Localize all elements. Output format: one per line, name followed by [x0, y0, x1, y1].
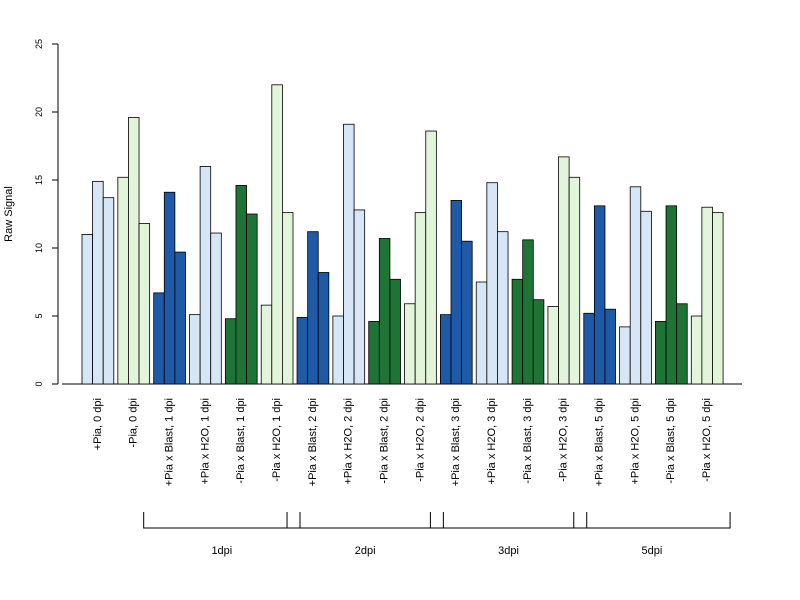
- bar: [343, 123, 355, 385]
- x-category-label: -Pia x H2O, 1 dpi: [271, 398, 283, 482]
- bar: [568, 176, 581, 385]
- x-category-label: -Pia x Blast, 5 dpi: [665, 398, 677, 484]
- bar: [353, 209, 366, 385]
- bar: [450, 199, 463, 385]
- bar: [138, 223, 151, 385]
- y-tick-label: 25: [34, 39, 44, 49]
- bar: [117, 176, 129, 385]
- bar: [655, 321, 667, 385]
- x-category-label: -Pia x Blast, 3 dpi: [522, 398, 534, 484]
- y-axis: 0 5 10 15 20 25: [34, 39, 59, 387]
- bar: [92, 180, 104, 385]
- x-category-label: +Pia x Blast, 5 dpi: [594, 398, 606, 486]
- bar: [522, 239, 534, 385]
- bar: [583, 312, 595, 385]
- bar: [532, 299, 545, 385]
- group-label: 5dpi: [642, 545, 663, 557]
- bar: [604, 308, 616, 385]
- y-tick-label: 10: [34, 243, 44, 253]
- x-category-label: +Pia x H2O, 5 dpi: [629, 398, 641, 485]
- bar: [210, 232, 222, 385]
- bar: [260, 304, 273, 385]
- bar: [296, 316, 309, 385]
- y-axis-title: Raw Signal: [3, 186, 15, 242]
- x-category-label: +Pia x H2O, 3 dpi: [486, 398, 498, 485]
- bar: [701, 206, 713, 385]
- bar: [271, 84, 283, 385]
- bar: [246, 213, 258, 385]
- bar: [475, 281, 488, 385]
- y-tick-label: 15: [34, 175, 44, 185]
- group-bracket: [573, 512, 731, 529]
- y-tick-label: 0: [34, 381, 44, 386]
- bar: [307, 231, 319, 385]
- x-category-label: +Pia x Blast, 3 dpi: [450, 398, 462, 486]
- bar: [547, 306, 559, 385]
- bar: [378, 238, 391, 385]
- bar: [439, 314, 452, 385]
- x-category-label: -Pia x Blast, 1 dpi: [235, 398, 247, 484]
- bar: [235, 185, 247, 385]
- x-category-label: -Pia x H2O, 3 dpi: [558, 398, 570, 482]
- bar: [404, 303, 416, 385]
- group-bracket: [143, 512, 301, 529]
- y-tick-label: 20: [34, 107, 44, 117]
- x-category-label: +Pia x H2O, 2 dpi: [343, 398, 355, 485]
- bar: [593, 205, 606, 385]
- bar: [619, 326, 631, 385]
- bar: [332, 315, 344, 385]
- y-tick-label: 5: [34, 313, 44, 318]
- bar: [224, 318, 237, 385]
- bar: [629, 186, 642, 385]
- bar: [461, 240, 473, 385]
- bar: [486, 182, 498, 385]
- bar: [281, 212, 294, 385]
- x-category-label: +Pia x Blast, 1 dpi: [163, 398, 175, 486]
- category-labels: +Pia, 0 dpi -Pia, 0 dpi +Pia x Blast, 1 dp…: [92, 398, 713, 486]
- x-category-label: -Pia x H2O, 2 dpi: [414, 398, 426, 482]
- bars: [81, 84, 724, 385]
- bar: [389, 278, 401, 385]
- bar: [640, 210, 652, 385]
- bar: [690, 315, 703, 385]
- bar: [163, 191, 176, 385]
- group-brackets: 1dpi 2dpi 3dpi 5dpi: [143, 512, 731, 557]
- bar: [414, 212, 427, 385]
- group-label: 2dpi: [355, 545, 376, 557]
- bar: [712, 212, 724, 385]
- bar: [425, 130, 437, 385]
- bar: [368, 321, 380, 385]
- bar: [676, 303, 688, 385]
- bar: [558, 156, 570, 385]
- bar: [497, 231, 509, 385]
- x-category-label: -Pia x H2O, 5 dpi: [701, 398, 713, 482]
- bar: [189, 314, 201, 385]
- group-label: 1dpi: [211, 545, 232, 557]
- group-bracket: [429, 512, 588, 529]
- group-label: 3dpi: [498, 545, 519, 557]
- bar: [174, 251, 186, 385]
- group-bracket: [286, 512, 444, 529]
- bar: [511, 278, 524, 385]
- x-category-label: +Pia x Blast, 2 dpi: [307, 398, 319, 486]
- bar: [153, 292, 165, 385]
- x-category-label: +Pia, 0 dpi: [92, 398, 104, 450]
- bar: [665, 205, 678, 385]
- bar: [128, 117, 140, 385]
- bar: [317, 272, 330, 385]
- bar: [81, 233, 94, 385]
- x-category-label: -Pia x Blast, 2 dpi: [379, 398, 391, 484]
- bar: [102, 197, 115, 385]
- bar: [199, 165, 212, 385]
- x-category-label: +Pia x H2O, 1 dpi: [199, 398, 211, 485]
- x-category-label: -Pia, 0 dpi: [128, 398, 140, 448]
